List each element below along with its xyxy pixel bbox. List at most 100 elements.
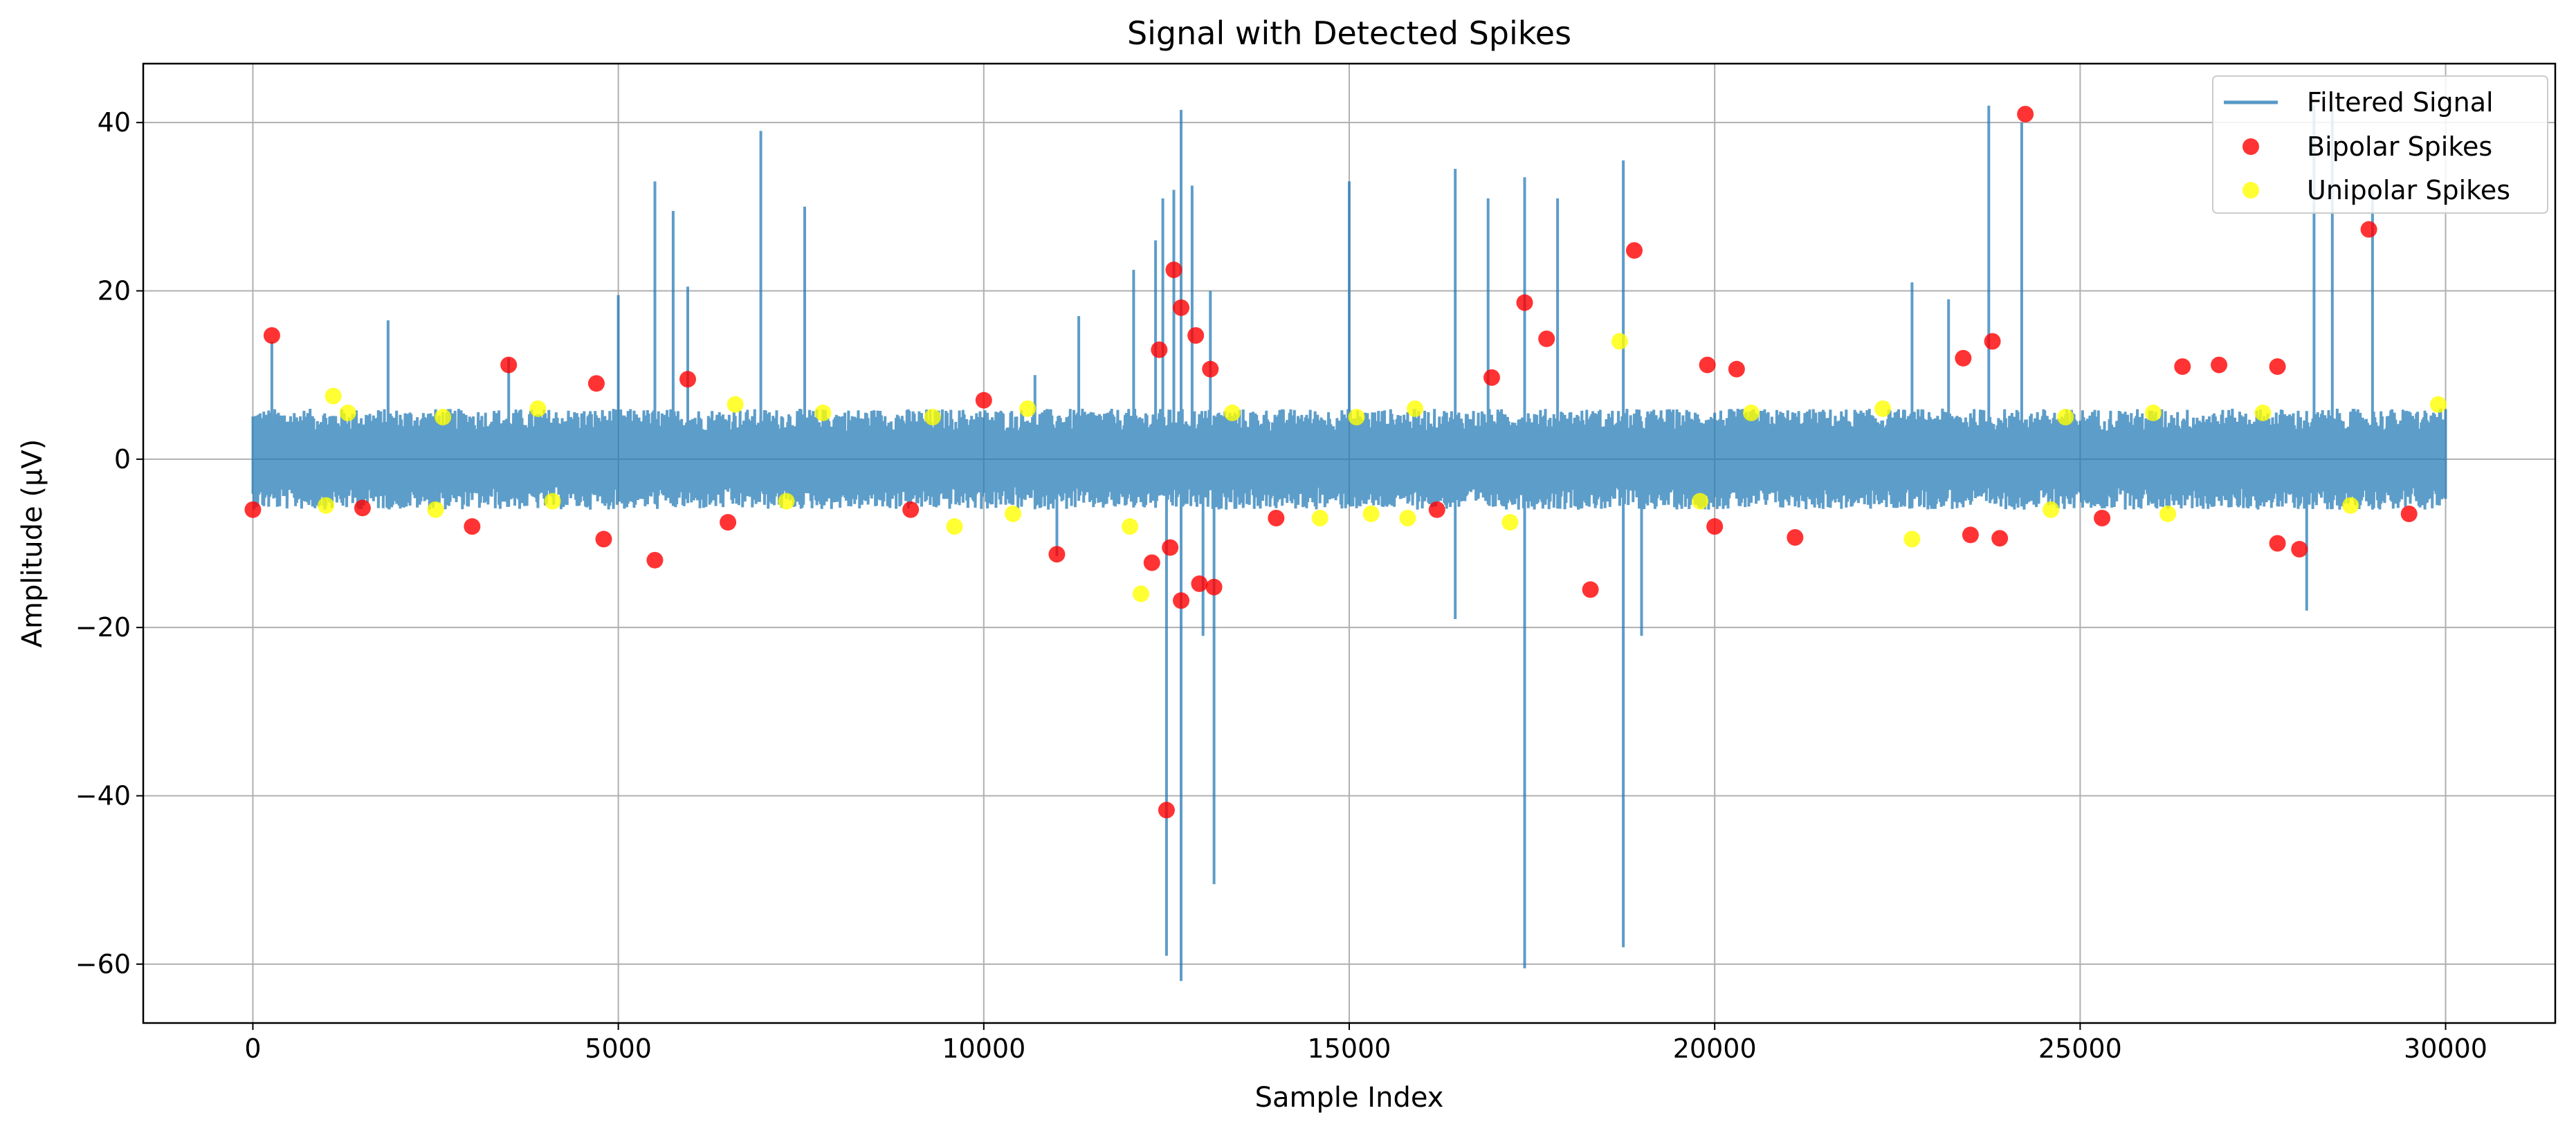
bipolar-spike-point (1728, 360, 1745, 378)
unipolar-spike-point (1903, 531, 1921, 548)
bipolar-spike-point (500, 356, 518, 374)
bipolar-spike-point (2174, 358, 2191, 375)
bipolar-spike-point (1173, 592, 1190, 609)
unipolar-spike-point (814, 404, 832, 421)
y-tick-label: −40 (75, 781, 131, 811)
unipolar-spike-point (1311, 510, 1328, 526)
unipolar-spike-point (2057, 409, 2074, 425)
unipolar-spike-point (1611, 333, 1628, 350)
y-axis-label: Amplitude (µV) (17, 439, 48, 648)
legend-label-bipolar-spikes: Bipolar Spikes (2307, 131, 2492, 162)
chart-title: Signal with Detected Spikes (1127, 15, 1571, 52)
unipolar-spike-point (778, 492, 795, 510)
y-tick-label: 20 (98, 276, 131, 306)
x-tick-label: 5000 (585, 1033, 652, 1064)
unipolar-spike-point (529, 400, 547, 417)
bipolar-spike-point (1984, 333, 2001, 350)
legend-label-unipolar-spikes: Unipolar Spikes (2307, 175, 2510, 205)
bipolar-spike-point (2094, 510, 2111, 526)
unipolar-spike-point (2429, 396, 2447, 413)
bipolar-spike-point (1191, 575, 1208, 592)
unipolar-spike-point (1743, 404, 1760, 421)
bipolar-spike-point (1625, 242, 1643, 259)
bipolar-spike-point (1962, 526, 1979, 544)
y-tick-label: 40 (98, 107, 131, 138)
unipolar-spike-point (946, 518, 963, 535)
ticks: 0 5000 10000 15000 20000 25000 30000 −60 −40 −20 0… (75, 107, 2487, 1064)
unipolar-spike-point (1362, 505, 1380, 522)
unipolar-spike-point (544, 492, 561, 510)
plot-area (244, 105, 2447, 982)
bipolar-spike-point (1787, 528, 1804, 546)
bipolar-spike-point (1268, 510, 1285, 526)
legend-label-filtered-signal: Filtered Signal (2307, 87, 2494, 118)
bipolar-spike-point (595, 531, 612, 548)
bipolar-spike-point (2269, 535, 2286, 552)
bipolar-spike-point (1428, 501, 1445, 518)
bipolar-spike-point (587, 375, 605, 392)
unipolar-spike-point (1399, 510, 1416, 526)
unipolar-spike-point (427, 501, 444, 518)
unipolar-spike-point (1019, 400, 1036, 417)
unipolar-spike-point (2159, 505, 2177, 522)
bipolar-spike-point (1143, 554, 1160, 571)
unipolar-spike-point (1223, 404, 1241, 421)
bipolar-spike-point (1483, 369, 1500, 386)
bipolar-spike-point (1538, 330, 1555, 347)
unipolar-spike-point (1132, 585, 1149, 602)
bipolar-spike-point (244, 501, 262, 518)
bipolar-spike-point (1202, 360, 1219, 378)
x-tick-label: 15000 (1308, 1033, 1391, 1064)
x-tick-label: 10000 (942, 1033, 1025, 1064)
unipolar-spike-point (1005, 505, 1022, 522)
unipolar-spike-point (1407, 400, 1424, 417)
y-tick-label: −60 (75, 949, 131, 979)
bipolar-spike-point (1582, 581, 1599, 598)
bipolar-spike-point (1516, 294, 1533, 311)
x-tick-label: 20000 (1673, 1033, 1757, 1064)
unipolar-spike-point (1348, 409, 1365, 425)
legend: Filtered Signal Bipolar Spikes Unipolar … (2212, 75, 2548, 214)
unipolar-spike-point (1122, 518, 1139, 535)
bipolar-spike-point (646, 551, 664, 569)
bipolar-spike-point (975, 392, 992, 409)
bipolar-spike-point (902, 501, 920, 518)
bipolar-spike-point (263, 326, 280, 344)
unipolar-spike-point (339, 404, 356, 421)
bipolar-spike-point (1955, 349, 1972, 367)
bipolar-spike-point (720, 514, 737, 531)
bipolar-spike-point (354, 499, 371, 517)
bipolar-spike-point (1706, 518, 1724, 535)
bipolar-spike-point (1187, 326, 1205, 344)
bipolar-spike-point (679, 371, 696, 388)
unipolar-spike-point (2254, 404, 2272, 421)
bipolar-spike-point (1048, 546, 1066, 563)
unipolar-spike-point (2043, 501, 2060, 518)
x-axis-label: Sample Index (1255, 1082, 1444, 1114)
unipolar-spike-point (727, 396, 744, 413)
bipolar-spike-point (1699, 356, 1716, 374)
unipolar-spike-point (1874, 400, 1892, 417)
unipolar-spike-point (1692, 492, 1709, 510)
bipolar-spike-point (1205, 578, 1223, 596)
bipolar-spike-point (1158, 802, 1175, 819)
bipolar-spike-point (2291, 541, 2308, 558)
bipolar-spike-point (2269, 358, 2286, 375)
y-tick-label: −20 (75, 612, 131, 643)
x-tick-label: 30000 (2404, 1033, 2487, 1064)
x-tick-label: 25000 (2038, 1033, 2122, 1064)
unipolar-spike-point (1501, 514, 1519, 531)
bipolar-spike-point (2211, 356, 2228, 374)
unipolar-spike-point (435, 409, 452, 425)
bipolar-spike-point (2017, 106, 2034, 122)
unipolar-spike-point (2342, 497, 2359, 514)
bipolar-spike-point (464, 518, 481, 535)
legend-swatch-unipolar-spikes (2242, 182, 2259, 199)
unipolar-spike-point (318, 497, 335, 514)
bipolar-spike-point (1165, 261, 1182, 279)
unipolar-spike-point (325, 387, 342, 405)
bipolar-spike-point (1173, 299, 1190, 316)
bipolar-spike-point (2360, 221, 2377, 238)
